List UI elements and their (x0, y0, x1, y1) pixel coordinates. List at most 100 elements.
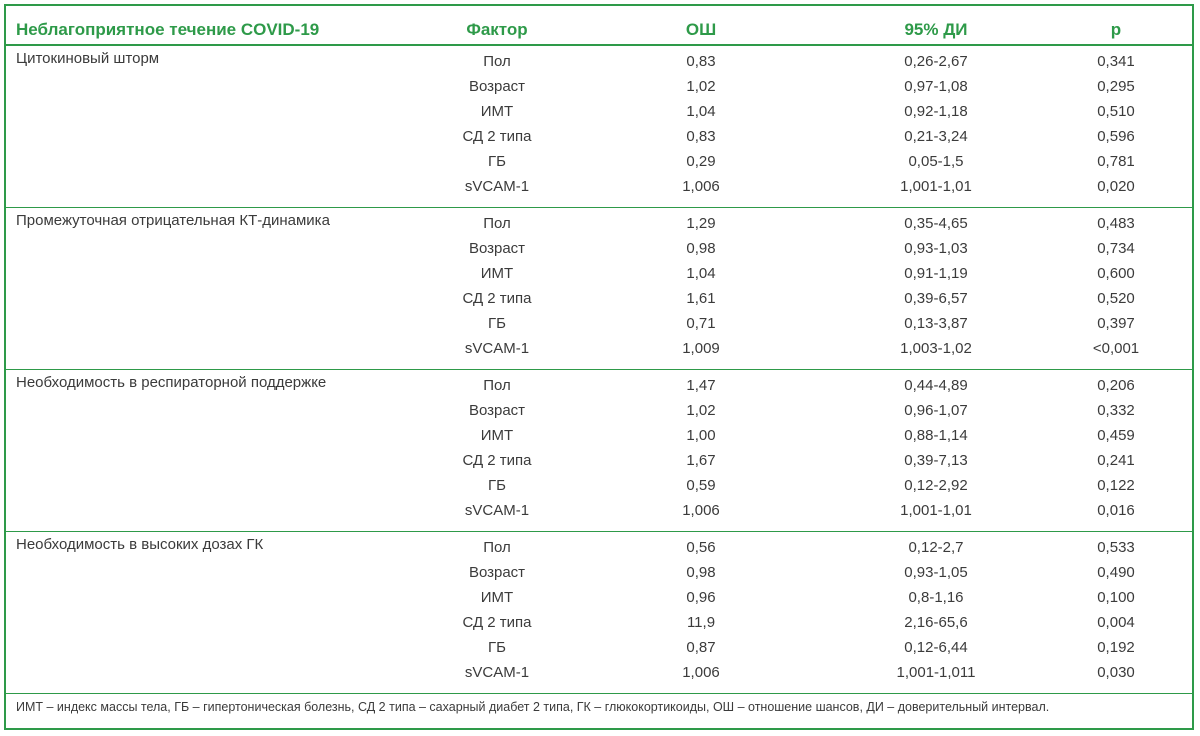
table-row: sVCAM-1 1,006 1,001-1,01 0,016 (6, 499, 1192, 524)
cell-or: 1,02 (686, 402, 716, 419)
cell-ci: 0,12-2,7 (908, 539, 964, 556)
cell-or: 1,006 (682, 178, 720, 195)
cell-factor: sVCAM-1 (464, 178, 530, 195)
cell-p: 0,600 (1097, 265, 1135, 282)
cell-or: 0,87 (686, 639, 716, 656)
table-row: Пол 0,83 0,26-2,67 0,341 (6, 50, 1192, 75)
cell-factor: Возраст (468, 78, 526, 95)
table-group: Промежуточная отрицательная КТ-динамика П… (6, 208, 1192, 370)
cell-ci: 0,93-1,05 (904, 564, 968, 581)
cell-p: 0,533 (1097, 539, 1135, 556)
cell-factor: ИМТ (480, 103, 514, 120)
cell-or: 0,56 (686, 539, 716, 556)
group-name: Необходимость в высоких дозах ГК (16, 536, 264, 553)
table-row: sVCAM-1 1,006 1,001-1,011 0,030 (6, 661, 1192, 686)
cell-p: 0,332 (1097, 402, 1135, 419)
cell-p: 0,459 (1097, 427, 1135, 444)
cell-or: 0,29 (686, 153, 716, 170)
cell-factor: Возраст (468, 402, 526, 419)
cell-p: 0,483 (1097, 215, 1135, 232)
table-row: СД 2 типа 11,9 2,16-65,6 0,004 (6, 611, 1192, 636)
header-factor: Фактор (466, 20, 528, 39)
cell-factor: ГБ (488, 315, 506, 332)
cell-ci: 0,92-1,18 (904, 103, 968, 120)
cell-p: 0,295 (1097, 78, 1135, 95)
cell-ci: 0,96-1,07 (904, 402, 968, 419)
cell-ci: 0,44-4,89 (904, 377, 968, 394)
table-group: Необходимость в респираторной поддержке П… (6, 370, 1192, 532)
table-header: Неблагоприятное течение COVID-19 Фактор … (6, 6, 1192, 46)
cell-factor: sVCAM-1 (464, 664, 530, 681)
table-row: ГБ 0,71 0,13-3,87 0,397 (6, 312, 1192, 337)
cell-ci: 0,93-1,03 (904, 240, 968, 257)
cell-ci: 0,12-2,92 (904, 477, 968, 494)
cell-ci: 1,003-1,02 (900, 340, 972, 357)
header-outcome: Неблагоприятное течение COVID-19 (16, 20, 320, 39)
table-frame: Неблагоприятное течение COVID-19 Фактор … (4, 4, 1194, 730)
cell-ci: 0,21-3,24 (904, 128, 968, 145)
cell-ci: 0,26-2,67 (904, 53, 968, 70)
cell-ci: 0,35-4,65 (904, 215, 968, 232)
cell-p: 0,341 (1097, 53, 1135, 70)
table-row: ГБ 0,59 0,12-2,92 0,122 (6, 474, 1192, 499)
cell-or: 1,47 (686, 377, 716, 394)
group-name: Необходимость в респираторной поддержке (16, 374, 327, 391)
cell-p: 0,397 (1097, 315, 1135, 332)
cell-ci: 0,8-1,16 (908, 589, 964, 606)
cell-factor: СД 2 типа (462, 290, 532, 307)
cell-factor: ИМТ (480, 427, 514, 444)
cell-factor: ИМТ (480, 589, 514, 606)
cell-ci: 0,88-1,14 (904, 427, 968, 444)
cell-factor: СД 2 типа (462, 614, 532, 631)
table-row: Возраст 1,02 0,97-1,08 0,295 (6, 75, 1192, 100)
cell-p: 0,490 (1097, 564, 1135, 581)
cell-ci: 0,13-3,87 (904, 315, 968, 332)
cell-factor: Возраст (468, 240, 526, 257)
cell-factor: СД 2 типа (462, 452, 532, 469)
table-group: Необходимость в высоких дозах ГК Пол 0,56 0… (6, 532, 1192, 694)
cell-p: 0,016 (1097, 502, 1135, 519)
table-row: Возраст 1,02 0,96-1,07 0,332 (6, 399, 1192, 424)
cell-or: 0,83 (686, 53, 716, 70)
cell-ci: 0,39-7,13 (904, 452, 968, 469)
cell-or: 0,98 (686, 564, 716, 581)
cell-or: 1,04 (686, 103, 716, 120)
cell-factor: sVCAM-1 (464, 340, 530, 357)
cell-or: 0,71 (686, 315, 716, 332)
table-row: ИМТ 1,00 0,88-1,14 0,459 (6, 424, 1192, 449)
cell-p: 0,520 (1097, 290, 1135, 307)
cell-factor: Возраст (468, 564, 526, 581)
table-row: СД 2 типа 1,61 0,39-6,57 0,520 (6, 287, 1192, 312)
cell-ci: 2,16-65,6 (904, 614, 968, 631)
cell-or: 0,59 (686, 477, 716, 494)
table-row: СД 2 типа 0,83 0,21-3,24 0,596 (6, 125, 1192, 150)
table-row: sVCAM-1 1,006 1,001-1,01 0,020 (6, 175, 1192, 200)
table-row: Пол 1,29 0,35-4,65 0,483 (6, 212, 1192, 237)
table-row: Пол 1,47 0,44-4,89 0,206 (6, 374, 1192, 399)
cell-ci: 0,97-1,08 (904, 78, 968, 95)
table-row: ИМТ 1,04 0,91-1,19 0,600 (6, 262, 1192, 287)
cell-factor: Пол (483, 377, 511, 394)
cell-p: 0,192 (1097, 639, 1135, 656)
cell-or: 0,98 (686, 240, 716, 257)
table-row: СД 2 типа 1,67 0,39-7,13 0,241 (6, 449, 1192, 474)
cell-p: 0,100 (1097, 589, 1135, 606)
cell-ci: 0,91-1,19 (904, 265, 968, 282)
table-row: Пол 0,56 0,12-2,7 0,533 (6, 536, 1192, 561)
cell-ci: 0,12-6,44 (904, 639, 968, 656)
table-row: ГБ 0,29 0,05-1,5 0,781 (6, 150, 1192, 175)
header-or: ОШ (685, 20, 717, 39)
cell-factor: ИМТ (480, 265, 514, 282)
cell-or: 1,61 (686, 290, 716, 307)
cell-or: 1,006 (682, 664, 720, 681)
cell-or: 0,83 (686, 128, 716, 145)
cell-p: 0,030 (1097, 664, 1135, 681)
cell-p: 0,510 (1097, 103, 1135, 120)
cell-p: 0,781 (1097, 153, 1135, 170)
table-row: ИМТ 1,04 0,92-1,18 0,510 (6, 100, 1192, 125)
cell-factor: sVCAM-1 (464, 502, 530, 519)
table-row: sVCAM-1 1,009 1,003-1,02 <0,001 (6, 337, 1192, 362)
cell-p: 0,004 (1097, 614, 1135, 631)
cell-p: 0,596 (1097, 128, 1135, 145)
cell-factor: ГБ (488, 153, 506, 170)
